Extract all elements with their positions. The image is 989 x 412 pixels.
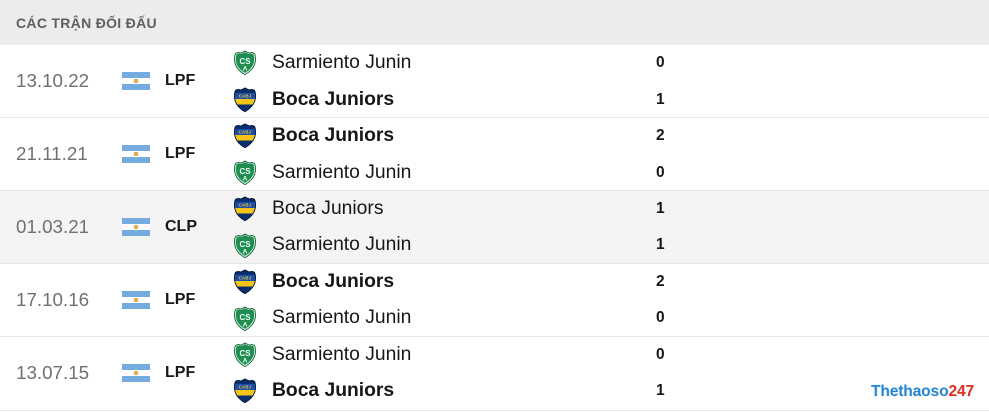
svg-text:CABJ: CABJ (238, 275, 251, 280)
svg-text:CABJ: CABJ (238, 385, 251, 390)
svg-text:CABJ: CABJ (238, 93, 251, 98)
svg-text:A: A (242, 175, 247, 182)
svg-text:A: A (242, 321, 247, 328)
svg-text:A: A (242, 248, 247, 255)
svg-text:A: A (242, 357, 247, 364)
svg-text:CABJ: CABJ (238, 130, 251, 135)
svg-text:CABJ: CABJ (238, 203, 251, 208)
svg-text:A: A (242, 66, 247, 73)
